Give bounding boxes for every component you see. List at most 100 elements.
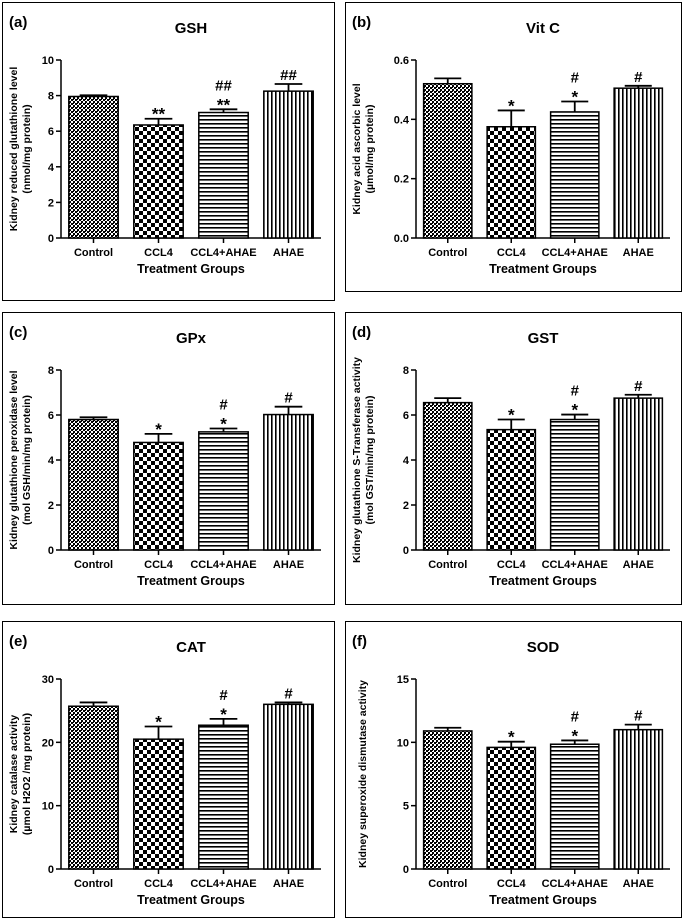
significance-mark: ** bbox=[152, 105, 166, 124]
y-axis-label-line: (µmol H2O2 /mg protein) bbox=[21, 713, 33, 835]
x-tick-label: CCL4+AHAE bbox=[542, 559, 608, 571]
x-tick-label: AHAE bbox=[273, 247, 304, 259]
chart-svg-e: (e) CAT 0 10 20 30 Kidney catalase activity (µm… bbox=[8, 633, 321, 907]
panel-label: (b) bbox=[352, 14, 371, 31]
significance-mark: # bbox=[219, 687, 228, 704]
y-axis-label-line: Kidney superoxide dismutase activity bbox=[357, 680, 369, 868]
x-tick-label: Control bbox=[428, 878, 467, 890]
bar-Control bbox=[422, 401, 473, 551]
significance-mark: * bbox=[155, 713, 162, 732]
x-tick-label: AHAE bbox=[623, 559, 654, 571]
significance-mark: # bbox=[634, 378, 643, 395]
chart-svg-f: (f) SOD 0 5 10 15 Kidney superoxide dismutase … bbox=[352, 633, 670, 907]
y-tick-label: 8 bbox=[48, 365, 54, 377]
y-tick-label: 8 bbox=[48, 91, 54, 103]
significance-mark: ## bbox=[215, 77, 232, 94]
bar-CCL4 bbox=[486, 746, 537, 870]
chart-title: Vit C bbox=[526, 20, 560, 37]
chart-panel-f: (f) SOD 0 5 10 15 Kidney superoxide dismutase … bbox=[345, 621, 682, 918]
x-tick-label: Control bbox=[428, 247, 467, 259]
chart-panel-b: (b) Vit C 0.0 0.2 0.4 0.6 Kidney acid ascorbic… bbox=[345, 2, 682, 292]
y-axis-label-line: (nmol/mg protein) bbox=[21, 104, 33, 193]
x-tick-label: CCL4+AHAE bbox=[190, 247, 256, 259]
x-tick-label: CCL4 bbox=[497, 559, 527, 571]
x-tick-label: CCL4+AHAE bbox=[542, 247, 608, 259]
x-tick-label: CCL4+AHAE bbox=[190, 559, 256, 571]
significance-mark: * bbox=[508, 406, 515, 425]
y-tick-label: 15 bbox=[397, 674, 409, 686]
y-axis-label-line: (µmol/mg protein) bbox=[364, 105, 376, 194]
bar-Control bbox=[422, 82, 473, 239]
significance-mark: # bbox=[284, 390, 293, 407]
significance-mark: * bbox=[220, 415, 227, 434]
chart-panel-c: (c) GPx 0 2 4 6 8 Kidney glutathione peroxidase… bbox=[2, 312, 335, 605]
bar-AHAE bbox=[263, 703, 314, 870]
x-tick-label: CCL4 bbox=[144, 247, 174, 259]
y-axis-label-line: Kidney acid ascorbic level bbox=[351, 83, 363, 214]
y-axis-label-line: Kidney catalase activity bbox=[8, 715, 20, 834]
y-tick-label: 4 bbox=[48, 455, 55, 467]
y-tick-label: 2 bbox=[403, 500, 409, 512]
significance-mark: ## bbox=[280, 67, 297, 84]
bar-AHAE bbox=[613, 87, 664, 239]
y-tick-label: 6 bbox=[48, 410, 54, 422]
significance-mark: * bbox=[220, 705, 227, 724]
significance-mark: * bbox=[571, 88, 578, 107]
bar-Control bbox=[422, 730, 473, 870]
x-tick-label: AHAE bbox=[273, 559, 304, 571]
significance-mark: # bbox=[219, 397, 228, 414]
y-axis-label-line: (mol GSH/min/mg protein) bbox=[21, 395, 33, 525]
x-tick-label: Control bbox=[428, 559, 467, 571]
y-tick-label: 6 bbox=[403, 410, 409, 422]
significance-mark: # bbox=[634, 708, 643, 725]
significance-mark: * bbox=[571, 726, 578, 745]
bar-CCL4+AHAE bbox=[198, 431, 249, 551]
chart-panel-d: (d) GST 0 2 4 6 8 Kidney glutathione S-Transfer… bbox=[345, 312, 682, 605]
x-tick-label: CCL4 bbox=[497, 247, 527, 259]
bar-Control bbox=[68, 418, 119, 551]
bar-CCL4 bbox=[486, 428, 537, 551]
bar-CCL4 bbox=[133, 124, 184, 239]
x-tick-label: AHAE bbox=[273, 878, 304, 890]
y-axis-label: Kidney glutathione peroxidase level (mol … bbox=[8, 370, 33, 549]
chart-svg-a: (a) GSH 0 2 4 6 8 10 Kidney reduced glutathione … bbox=[8, 14, 321, 276]
x-tick-label: CCL4 bbox=[144, 559, 174, 571]
y-axis-label-line: (mol GST/min/mg protein) bbox=[364, 396, 376, 525]
y-axis-label-line: Kidney reduced glutathione level bbox=[8, 67, 20, 232]
y-tick-label: 0.2 bbox=[394, 174, 409, 186]
y-tick-label: 0 bbox=[403, 545, 409, 557]
y-axis-label: Kidney catalase activity (µmol H2O2 /mg p… bbox=[8, 713, 33, 835]
x-tick-label: Control bbox=[74, 878, 113, 890]
y-tick-label: 10 bbox=[42, 55, 54, 67]
bar-AHAE bbox=[263, 413, 314, 551]
y-tick-label: 0 bbox=[48, 545, 54, 557]
chart-title: GSH bbox=[175, 20, 208, 37]
bar-AHAE bbox=[613, 397, 664, 551]
chart-title: GST bbox=[528, 330, 559, 347]
x-tick-label: Control bbox=[74, 247, 113, 259]
x-axis-label: Treatment Groups bbox=[489, 262, 597, 276]
chart-svg-c: (c) GPx 0 2 4 6 8 Kidney glutathione peroxidase… bbox=[8, 324, 321, 588]
significance-mark: * bbox=[508, 96, 515, 115]
significance-mark: # bbox=[634, 69, 643, 86]
y-axis-label: Kidney reduced glutathione level (nmol/mg… bbox=[8, 67, 33, 232]
bar-CCL4 bbox=[133, 738, 184, 870]
significance-mark: * bbox=[571, 401, 578, 420]
bar-Control bbox=[68, 705, 119, 870]
x-tick-label: AHAE bbox=[623, 247, 654, 259]
y-tick-label: 2 bbox=[48, 500, 54, 512]
bar-CCL4 bbox=[486, 126, 537, 239]
y-tick-label: 0.0 bbox=[394, 233, 409, 245]
x-tick-label: CCL4+AHAE bbox=[190, 878, 256, 890]
significance-mark: # bbox=[571, 708, 580, 725]
y-tick-label: 6 bbox=[48, 126, 54, 138]
y-tick-label: 4 bbox=[403, 455, 410, 467]
y-tick-label: 30 bbox=[42, 674, 54, 686]
significance-mark: * bbox=[508, 728, 515, 747]
y-tick-label: 0.6 bbox=[394, 55, 409, 67]
x-tick-label: AHAE bbox=[623, 878, 654, 890]
chart-title: GPx bbox=[176, 330, 207, 347]
bar-CCL4 bbox=[133, 441, 184, 551]
panel-label: (a) bbox=[9, 14, 27, 31]
y-tick-label: 5 bbox=[403, 801, 409, 813]
